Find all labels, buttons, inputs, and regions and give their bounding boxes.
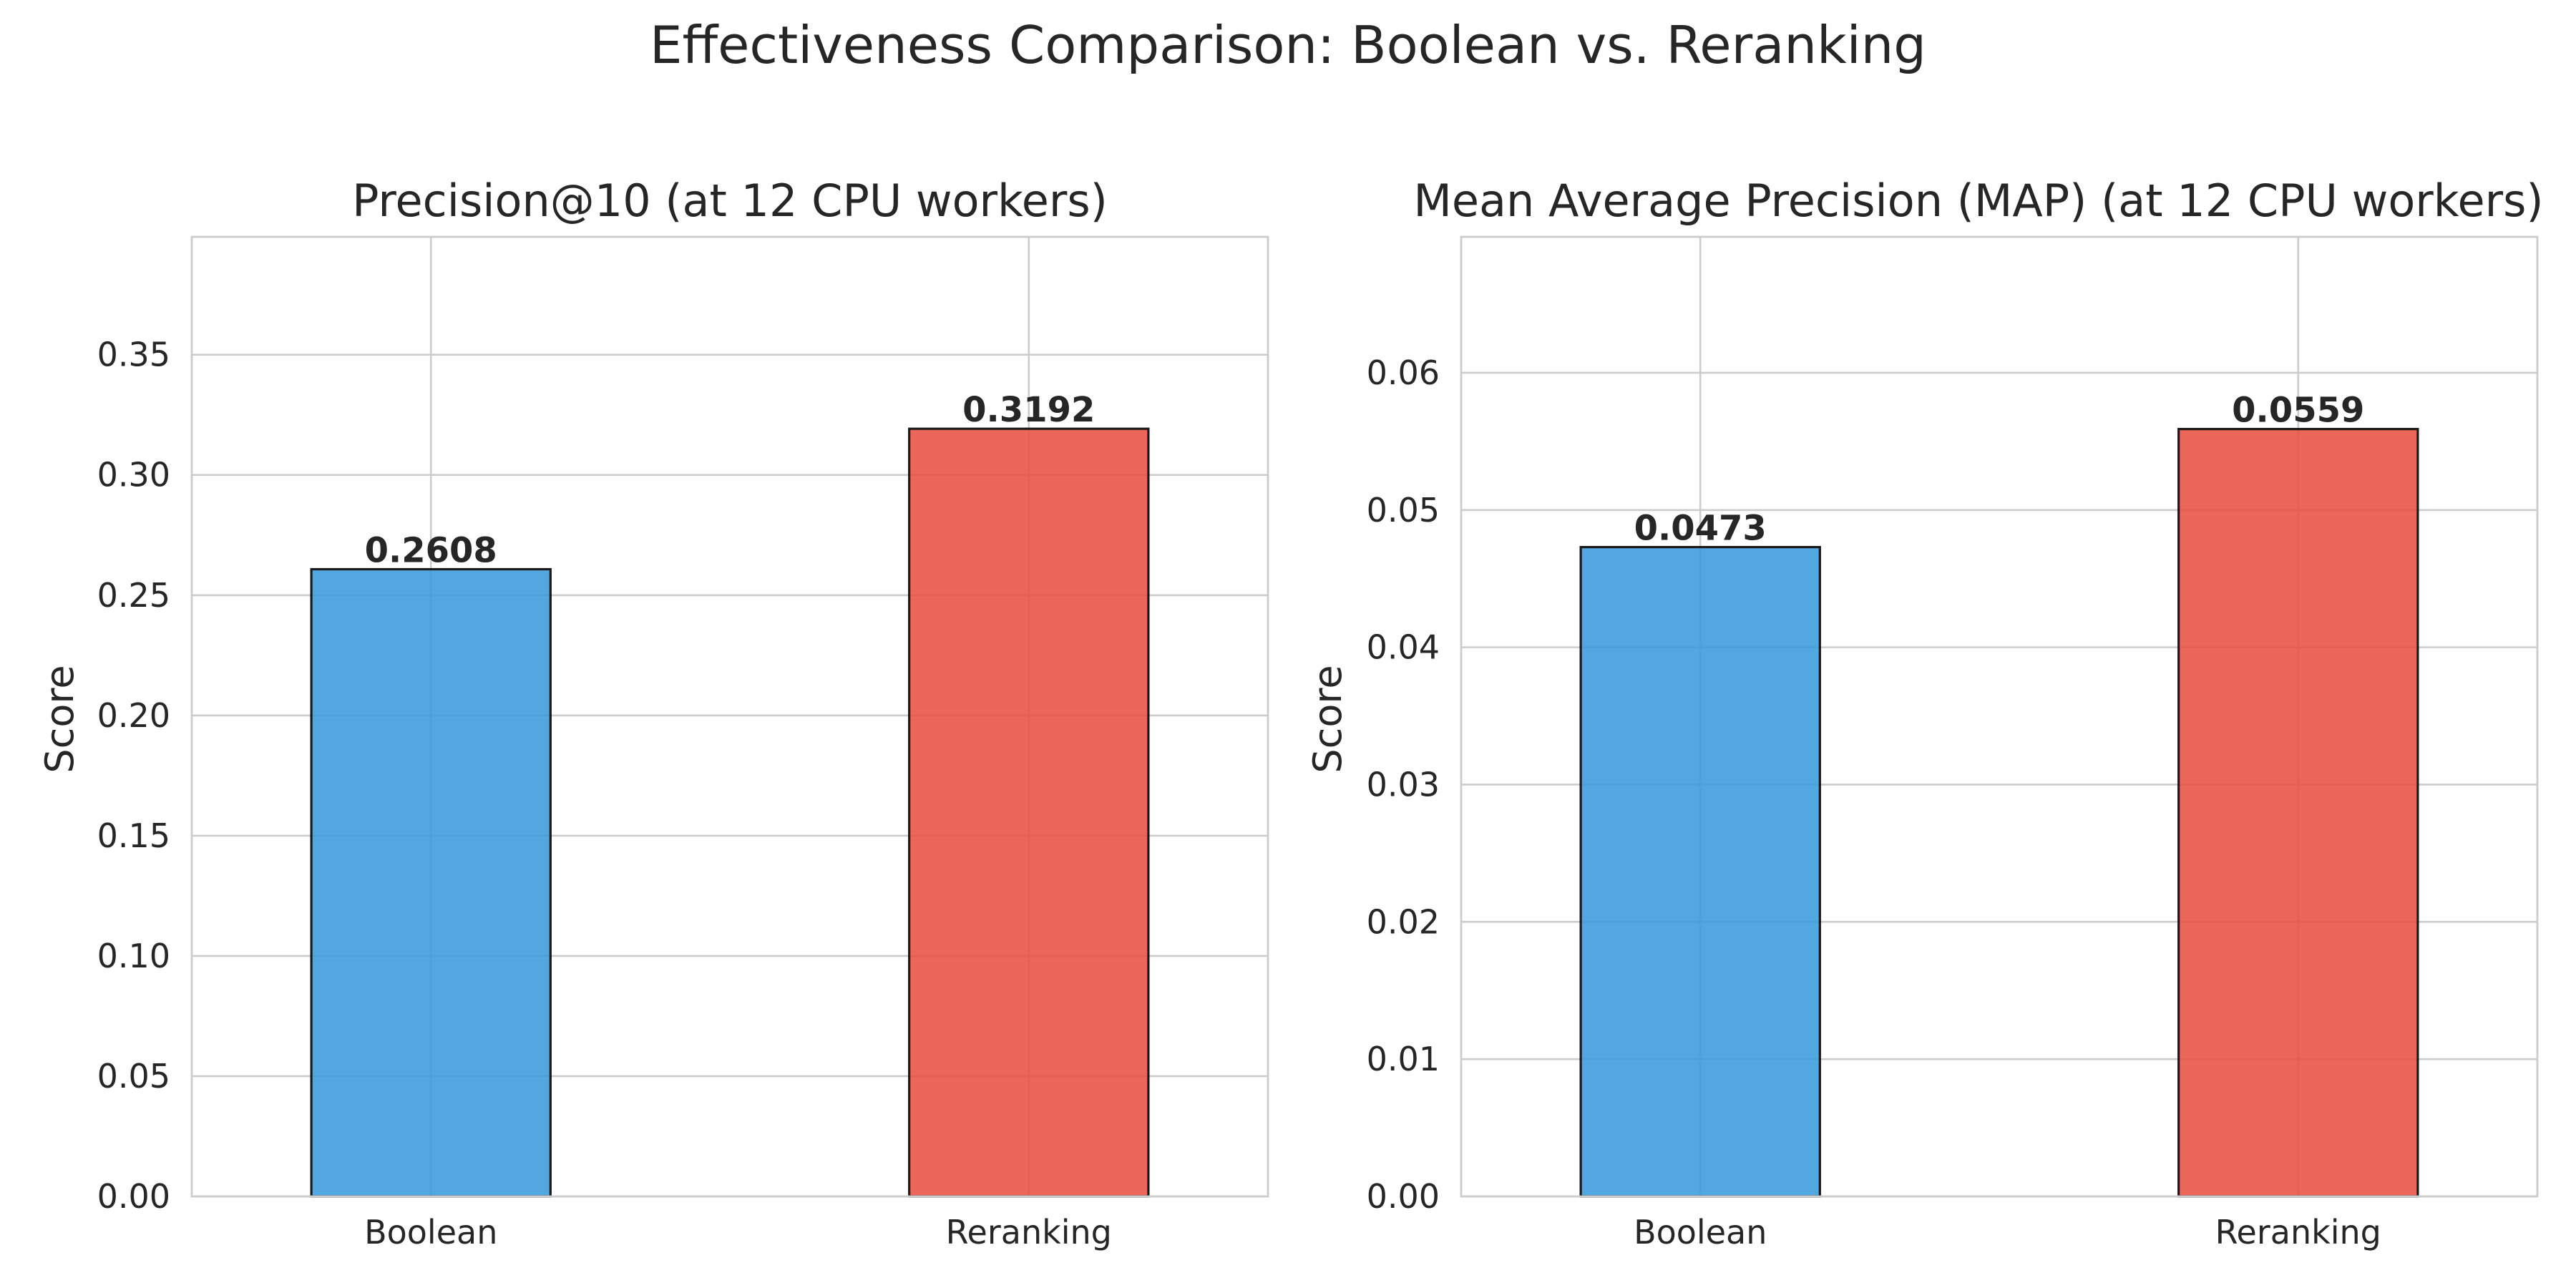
y-tick-label: 0.35 xyxy=(97,336,170,374)
bar-reranking xyxy=(2177,427,2419,1198)
x-tick-label: Reranking xyxy=(2215,1213,2381,1252)
y-tick-label: 0.30 xyxy=(97,456,170,494)
y-tick-label: 0.15 xyxy=(97,816,170,855)
chart-title: Precision@10 (at 12 CPU workers) xyxy=(352,175,1108,227)
y-tick-label: 0.10 xyxy=(97,937,170,975)
y-axis-label: Score xyxy=(37,665,82,773)
y-tick-label: 0.00 xyxy=(97,1177,170,1216)
plot-frame xyxy=(190,235,1269,1198)
bar-value-label: 0.3192 xyxy=(962,390,1095,430)
y-tick-label: 0.02 xyxy=(1367,902,1440,941)
y-tick-label: 0.01 xyxy=(1367,1040,1440,1078)
y-tick-label: 0.04 xyxy=(1367,628,1440,667)
bar-boolean xyxy=(1579,545,1821,1198)
x-tick-label: Reranking xyxy=(946,1213,1112,1252)
y-tick-label: 0.05 xyxy=(97,1057,170,1096)
y-tick-label: 0.05 xyxy=(1367,491,1440,530)
bar-value-label: 0.0473 xyxy=(1634,509,1767,549)
y-tick-label: 0.06 xyxy=(1367,353,1440,392)
y-tick-label: 0.03 xyxy=(1367,765,1440,804)
figure-suptitle: Effectiveness Comparison: Boolean vs. Re… xyxy=(650,15,1926,75)
y-axis-label: Score xyxy=(1305,665,1350,773)
bar-value-label: 0.2608 xyxy=(365,530,497,570)
mean-average-precision-chart: Mean Average Precision (MAP) (at 12 CPU … xyxy=(1305,175,2544,1252)
bar-value-label: 0.0559 xyxy=(2232,391,2364,431)
x-tick-label: Boolean xyxy=(1634,1213,1767,1252)
x-tick-label: Boolean xyxy=(364,1213,497,1252)
chart-title: Mean Average Precision (MAP) (at 12 CPU … xyxy=(1413,175,2543,227)
bar-boolean xyxy=(310,567,552,1198)
y-tick-label: 0.25 xyxy=(97,576,170,615)
precision-at-10-chart: Precision@10 (at 12 CPU workers) Score 0… xyxy=(37,175,1269,1252)
bar-reranking xyxy=(908,427,1150,1198)
y-tick-label: 0.00 xyxy=(1367,1177,1440,1216)
plot-frame xyxy=(1460,235,2539,1198)
y-tick-label: 0.20 xyxy=(97,696,170,735)
